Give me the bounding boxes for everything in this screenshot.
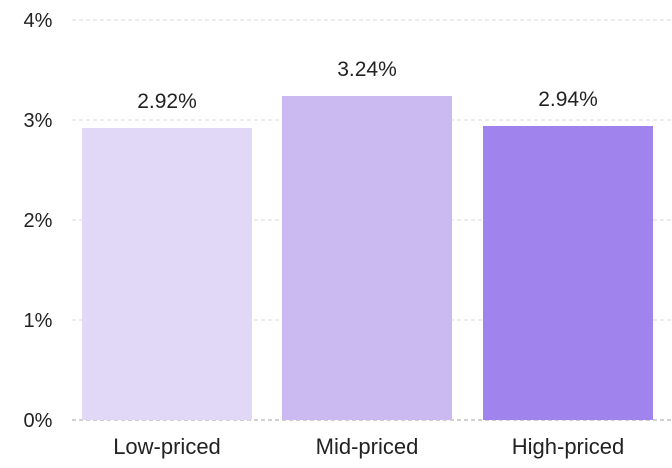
value-label: 2.94% <box>538 88 598 111</box>
bar-low-priced <box>82 128 252 420</box>
y-axis-ticks: 0% 1% 2% 3% 4% <box>24 10 53 432</box>
bar-mid-priced <box>282 96 452 420</box>
y-tick-label: 0% <box>24 410 53 432</box>
category-label: Low-priced <box>113 434 221 459</box>
category-label: Mid-priced <box>316 434 419 459</box>
value-label: 3.24% <box>337 58 397 81</box>
y-tick-label: 3% <box>24 110 53 132</box>
y-tick-label: 2% <box>24 210 53 232</box>
x-axis-categories: Low-priced Mid-priced High-priced <box>113 434 624 459</box>
value-labels: 2.92% 3.24% 2.94% <box>137 58 598 113</box>
category-label: High-priced <box>512 434 625 459</box>
y-tick-label: 4% <box>24 10 53 32</box>
bar-high-priced <box>483 126 653 420</box>
y-tick-label: 1% <box>24 310 53 332</box>
bars <box>82 96 653 420</box>
value-label: 2.92% <box>137 90 197 113</box>
